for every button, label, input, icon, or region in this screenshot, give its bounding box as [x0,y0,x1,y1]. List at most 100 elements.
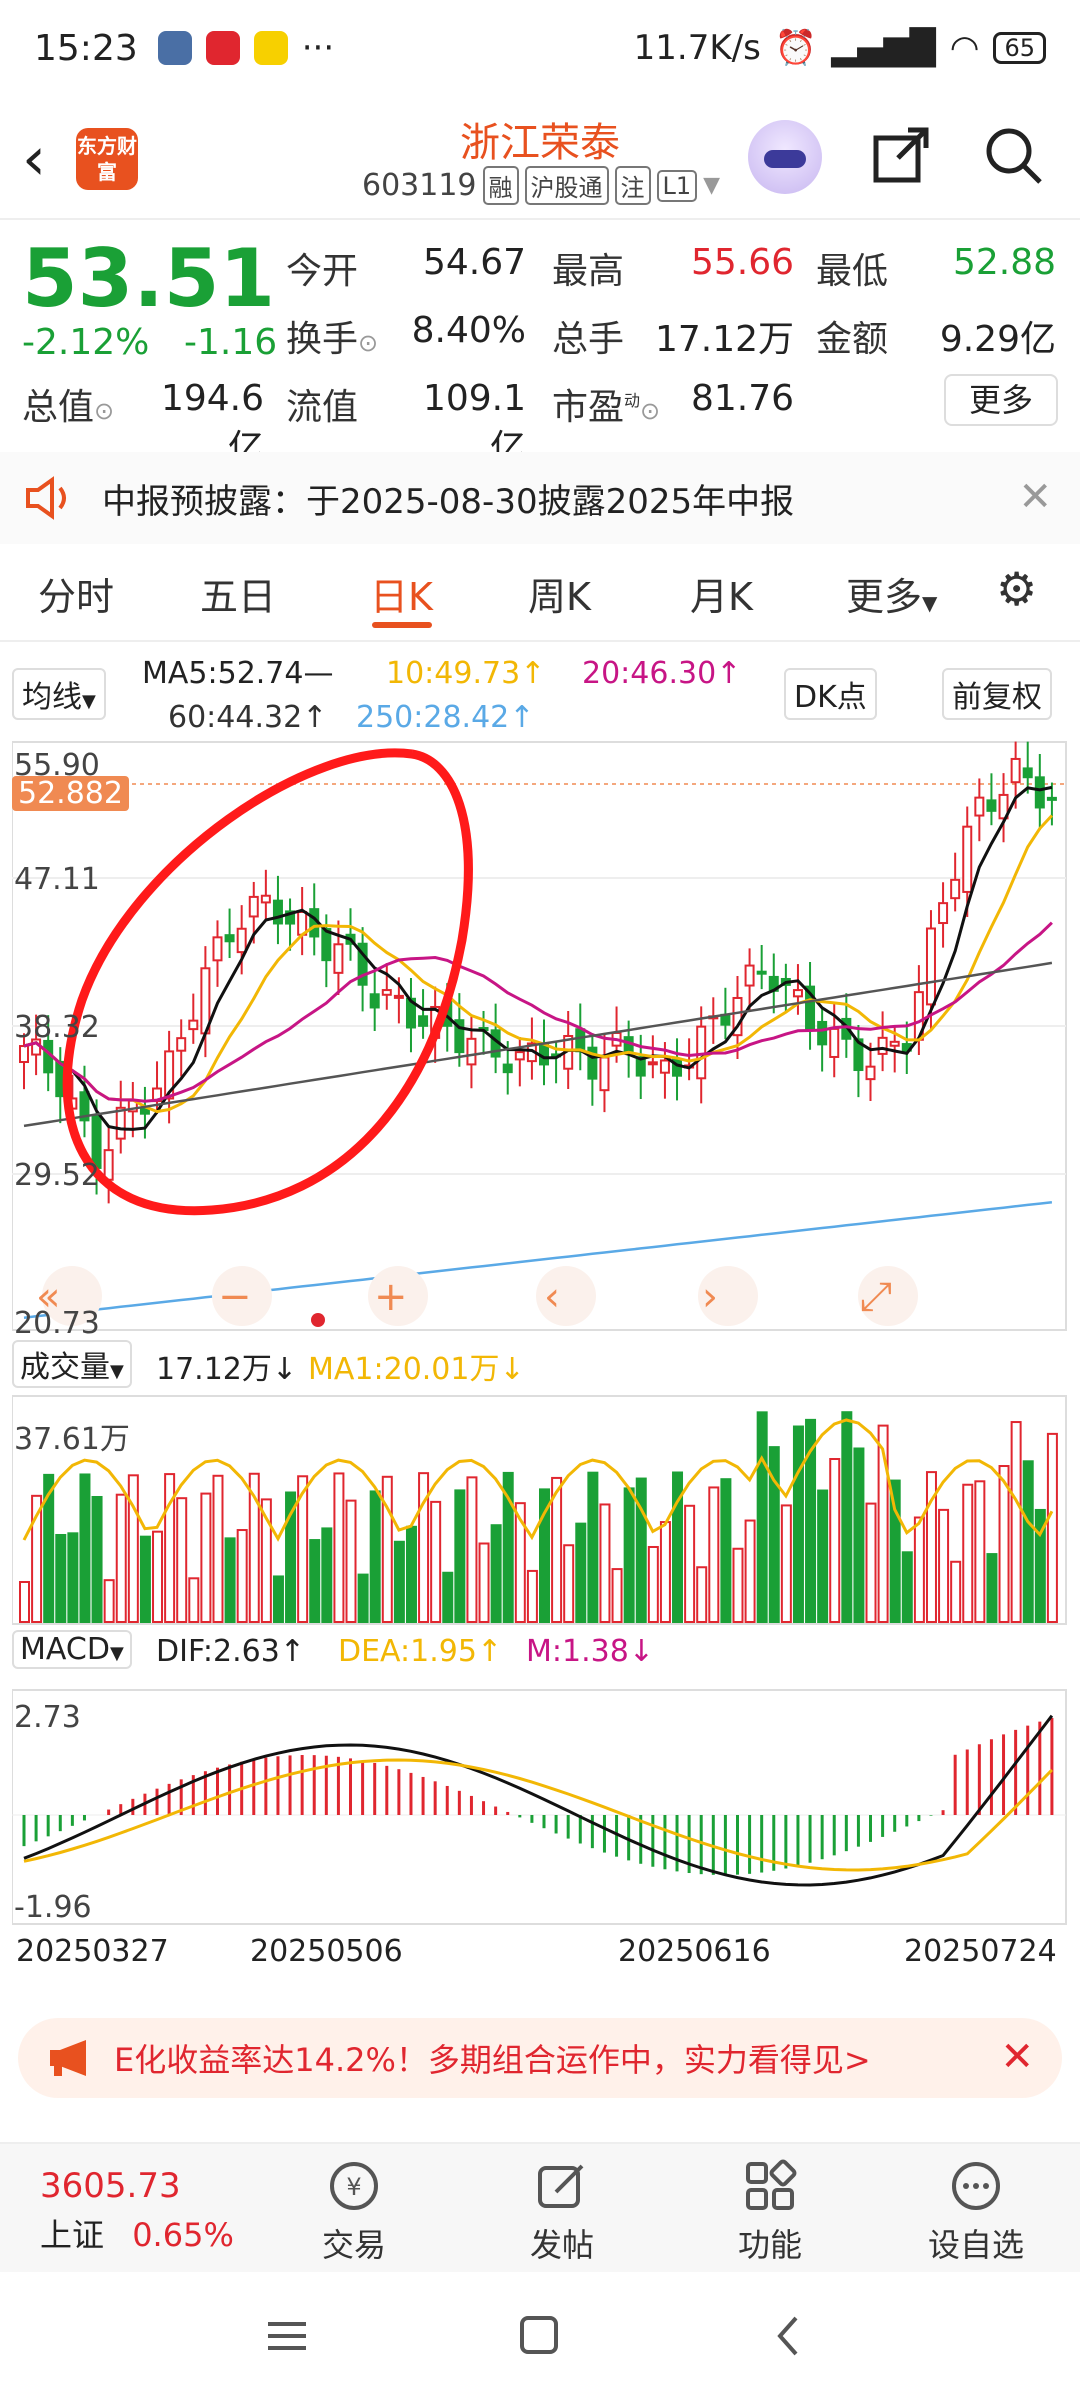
dropdown-icon[interactable]: ▼ [703,173,721,198]
notice-bar[interactable]: 中报预披露：于2025-08-30披露2025年中报 ✕ [0,452,1080,544]
nav-post[interactable]: 发帖 [492,2158,632,2266]
gear-icon[interactable]: ⚙ [996,562,1038,616]
date-label-4: 20250724 [904,1934,1057,1969]
amount-value: 9.29亿 [939,319,1056,360]
share-icon[interactable] [870,124,932,186]
period-tabs: 分时 五日 日K 周K 月K 更多▼ ⚙ [0,556,1080,636]
info-icon[interactable]: ⊙ [640,397,661,425]
volume-bar [260,1498,272,1624]
home-icon[interactable] [520,2316,558,2354]
zoom-in-icon[interactable]: + [374,1274,408,1320]
volume-bar [696,1566,708,1624]
tab-more[interactable]: 更多▼ [846,566,937,621]
date-label-1: 20250327 [16,1934,169,1969]
candle-body [19,1045,29,1064]
volume-bar [853,1447,865,1623]
volume-bar [490,1524,502,1624]
back-button[interactable]: ‹ [22,124,46,194]
volume-bar [647,1545,659,1623]
candle-body [962,825,973,893]
y-label-min: 20.73 [14,1306,100,1341]
zoom-out-icon[interactable]: − [218,1274,252,1320]
tab-intraday[interactable]: 分时 [38,575,115,619]
candle-body [333,943,344,974]
volume-selector[interactable]: 成交量▼ [12,1340,132,1388]
control-button-bg [698,1266,758,1326]
candle-body [224,934,235,943]
current-price: 53.51 [22,232,276,325]
adjust-button[interactable]: 前复权 [942,668,1052,720]
index-name-row: 上证 0.65% [40,2210,234,2256]
volume-selector-label: 成交量 [20,1350,110,1385]
volume-bar [708,1486,720,1624]
candle-body [792,989,803,998]
tab-five-day[interactable]: 五日 [200,575,277,619]
volume-bar [224,1537,236,1623]
search-icon[interactable] [982,124,1044,186]
info-icon[interactable]: ⊙ [358,329,379,357]
candle-body [829,1027,840,1058]
candle-body [817,1020,828,1046]
index-ticker[interactable]: 3605.73 上证 0.65% [40,2166,234,2256]
step-right-icon[interactable]: › [702,1274,718,1320]
fullscreen-icon[interactable]: ⤢ [860,1274,892,1320]
candle-body [1034,776,1045,809]
ma250-value: 250:28.42↑ [356,700,535,735]
float-label: 流值 [286,387,359,428]
candle-body [998,793,1009,820]
stock-code: 603119 [362,168,477,203]
mktcap-label-text: 总值 [22,387,95,428]
tab-monthly[interactable]: 月K [690,575,753,619]
close-icon[interactable]: ✕ [1018,474,1052,520]
volume-bar [321,1527,333,1624]
tab-weekly[interactable]: 周K [528,575,591,619]
kline-chart[interactable]: 55.90 52.882 47.11 38.32 29.52 20.73 « −… [12,740,1068,1969]
macd-selector[interactable]: MACD▼ [12,1630,132,1669]
reward-app-icon [253,31,288,65]
volume-bar [139,1535,151,1624]
megaphone-icon [50,2040,86,2076]
ad-text: E化收益率达14.2%！多期组合运作中，实力看得见> [114,2041,871,2079]
volume-bar [333,1472,345,1623]
volume-panel-frame [12,1395,1067,1625]
candle-body [575,1028,586,1053]
tab-daily[interactable]: 日K [370,575,433,619]
volume-bar [756,1411,768,1624]
candle-body [369,993,380,1009]
stock-code-row: 603119 融 沪股通 注 L1 ▼ [362,166,720,205]
scroll-left-icon[interactable]: « [36,1274,61,1320]
ad-banner[interactable]: E化收益率达14.2%！多期组合运作中，实力看得见> ✕ [18,2018,1062,2098]
pe-label-text: 市盈 [552,387,625,428]
tag-level[interactable]: L1 [656,169,698,202]
more-button[interactable]: 更多 [944,374,1058,426]
step-left-icon[interactable]: ‹ [544,1274,560,1320]
nav-trade[interactable]: ¥ 交易 [284,2158,424,2266]
tag-registered: 注 [614,166,651,205]
nav-add-watchlist[interactable]: 设自选 [906,2158,1046,2266]
volume-bar [79,1473,91,1623]
menu-icon[interactable] [268,2322,306,2350]
dk-point-button[interactable]: DK点 [784,668,877,720]
assistant-robot-icon[interactable] [748,120,822,194]
control-button-bg [536,1266,596,1326]
volume-ma: MA1:20.01万↓ [308,1352,525,1387]
ma60-line [23,961,1053,1128]
volume-bar [357,1573,369,1624]
nav-functions[interactable]: 功能 [700,2158,840,2266]
volume-bar [442,1571,454,1624]
indicator-selector[interactable]: 均线▼ [12,668,106,720]
info-icon[interactable]: ⊙ [94,397,115,425]
chart-canvas[interactable] [12,740,1068,1960]
volume-bar [164,1473,176,1623]
volume-bar [297,1475,309,1623]
volume-bar [817,1489,829,1624]
macd-selector-label: MACD [20,1632,110,1667]
candle-body [744,964,755,987]
volume-bar [732,1547,744,1624]
volume-bar [309,1539,321,1623]
close-icon[interactable]: ✕ [1000,2034,1034,2080]
volume-bar [67,1532,79,1623]
back-icon[interactable] [777,2316,798,2356]
dif-line [23,1714,1054,1887]
dropdown-icon: ▼ [109,1643,124,1664]
